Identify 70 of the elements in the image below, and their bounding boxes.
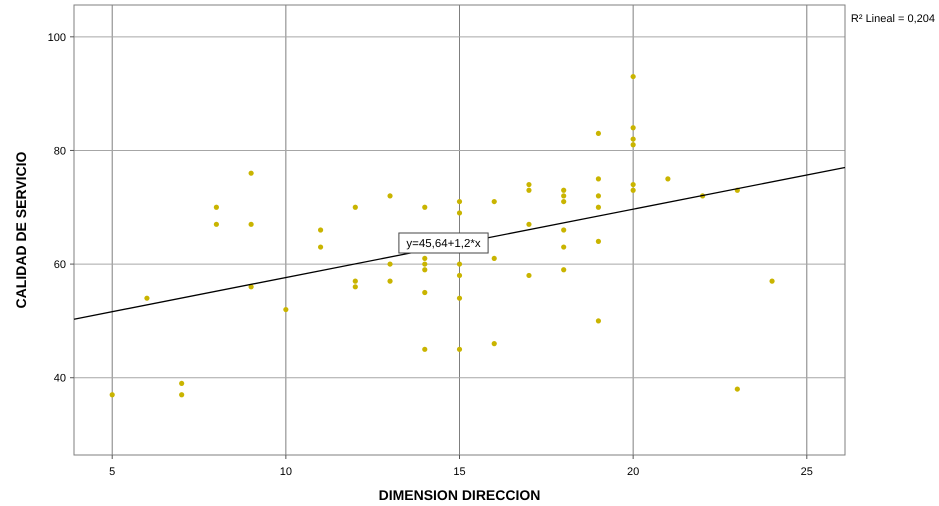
- y-tick-label: 80: [54, 145, 66, 158]
- point: [561, 227, 566, 233]
- point: [492, 256, 497, 262]
- point: [352, 284, 358, 290]
- point: [596, 318, 602, 324]
- point: [492, 341, 497, 346]
- point: [492, 198, 497, 204]
- x-tick-label: 20: [627, 466, 640, 478]
- point: [422, 290, 428, 296]
- point: [422, 267, 428, 272]
- annotation: y=45,64+1,2*x: [406, 238, 481, 250]
- point: [456, 261, 462, 267]
- point: [526, 272, 532, 278]
- point: [214, 204, 219, 210]
- x-tick-label: 25: [800, 466, 813, 478]
- point: [422, 204, 428, 210]
- point: [352, 278, 358, 284]
- x-tick-label: 5: [109, 466, 116, 478]
- point: [630, 188, 636, 193]
- point: [283, 306, 288, 312]
- point: [526, 188, 532, 193]
- point: [456, 272, 462, 278]
- point: [456, 296, 462, 301]
- point: [456, 198, 462, 204]
- point: [630, 142, 636, 148]
- point: [561, 198, 566, 204]
- point: [248, 170, 254, 176]
- point: [561, 188, 566, 193]
- point: [630, 136, 636, 142]
- point: [561, 267, 566, 272]
- point: [110, 392, 115, 398]
- point: [456, 346, 462, 352]
- point: [318, 227, 324, 233]
- point: [561, 193, 566, 199]
- point: [596, 176, 602, 182]
- point: [352, 204, 358, 210]
- point: [214, 222, 219, 227]
- point: [422, 256, 428, 262]
- x-tick-label: 10: [280, 466, 292, 478]
- point: [526, 182, 532, 188]
- point: [318, 244, 324, 250]
- point: [596, 193, 602, 199]
- point: [248, 222, 254, 227]
- point: [144, 296, 150, 301]
- y-tick-label: 40: [54, 372, 66, 385]
- point: [630, 74, 636, 80]
- y-tick-label: 60: [54, 259, 66, 272]
- point: [596, 130, 602, 136]
- text: R² Lineal = 0,204: [850, 13, 935, 25]
- x-tick-label: 15: [453, 466, 466, 478]
- point: [422, 261, 428, 267]
- point: [596, 238, 602, 244]
- point: [561, 244, 566, 250]
- y-tick-label: 100: [48, 32, 66, 44]
- point: [387, 278, 393, 284]
- x-axis-title: DIMENSION DIRECCION: [378, 487, 540, 503]
- point: [179, 392, 184, 398]
- point: [179, 380, 184, 386]
- point: [665, 176, 670, 182]
- point: [734, 386, 740, 392]
- point: [596, 204, 602, 210]
- point: [387, 261, 393, 267]
- point: [387, 193, 393, 199]
- point: [769, 278, 775, 284]
- point: [630, 125, 636, 130]
- point: [526, 222, 532, 227]
- point: [456, 210, 462, 216]
- point: [630, 182, 636, 188]
- y-axis-title: CALIDAD DE SERVICIO: [13, 151, 29, 308]
- point: [422, 346, 428, 352]
